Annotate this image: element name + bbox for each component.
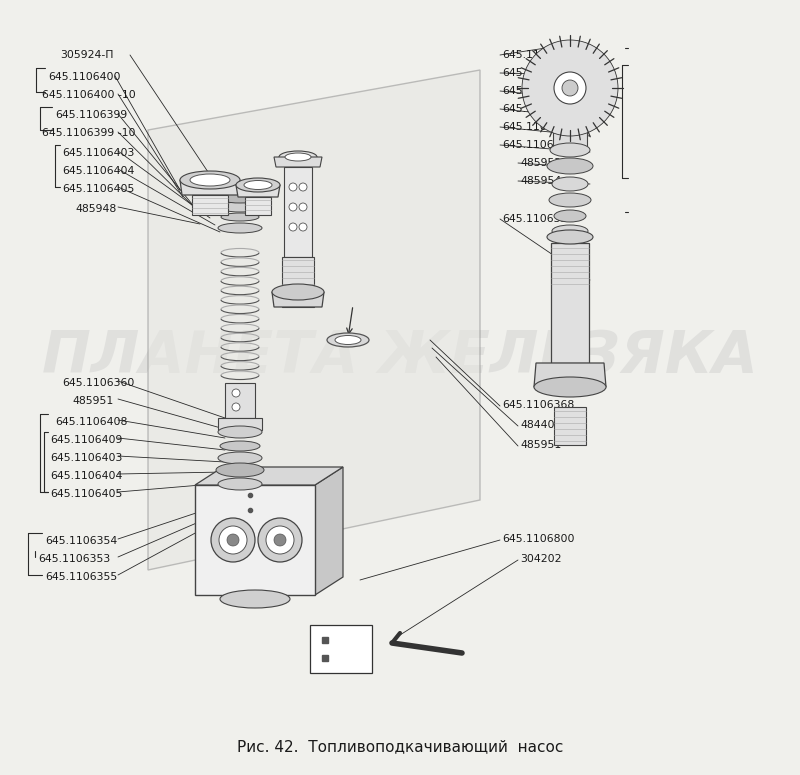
- Text: 645.1106358: 645.1106358: [502, 104, 574, 114]
- Ellipse shape: [550, 143, 590, 157]
- Bar: [245, 197, 271, 215]
- Ellipse shape: [549, 193, 591, 207]
- Ellipse shape: [554, 210, 586, 222]
- Bar: [551, 243, 589, 363]
- Text: Рис. 42.  Топливоподкачивающий  насос: Рис. 42. Топливоподкачивающий насос: [237, 739, 563, 755]
- Ellipse shape: [218, 426, 262, 438]
- Text: 645.1106404: 645.1106404: [50, 471, 122, 481]
- Polygon shape: [148, 70, 480, 570]
- Text: 645.1106400: 645.1106400: [48, 72, 121, 82]
- Bar: [225, 383, 255, 418]
- Bar: [282, 257, 314, 307]
- Text: 645.1106400 -10: 645.1106400 -10: [42, 90, 136, 100]
- Circle shape: [299, 183, 307, 191]
- Ellipse shape: [552, 177, 588, 191]
- Ellipse shape: [272, 284, 324, 300]
- Text: 645.1106380: 645.1106380: [502, 68, 574, 78]
- Circle shape: [522, 40, 618, 136]
- Text: 645.1106405: 645.1106405: [62, 184, 134, 194]
- Ellipse shape: [285, 153, 311, 161]
- Text: 645.1106353: 645.1106353: [38, 554, 110, 564]
- Circle shape: [289, 203, 297, 211]
- Text: 485954: 485954: [520, 176, 562, 186]
- Ellipse shape: [180, 171, 240, 189]
- Ellipse shape: [218, 452, 262, 464]
- Ellipse shape: [279, 151, 317, 163]
- Text: 645.1106404: 645.1106404: [62, 166, 134, 176]
- Text: 645.1106399: 645.1106399: [55, 110, 127, 120]
- Text: 645.1106354: 645.1106354: [45, 536, 118, 546]
- Ellipse shape: [236, 178, 280, 192]
- Bar: [195, 485, 315, 595]
- Ellipse shape: [218, 223, 262, 233]
- Text: 645.1106352: 645.1106352: [502, 50, 574, 60]
- Circle shape: [227, 534, 239, 546]
- Text: 485952: 485952: [520, 158, 562, 168]
- Bar: [553, 124, 587, 152]
- Text: 645.1106355: 645.1106355: [45, 572, 118, 582]
- Text: 645.1106403: 645.1106403: [50, 453, 122, 463]
- Circle shape: [289, 183, 297, 191]
- Ellipse shape: [547, 158, 593, 174]
- Ellipse shape: [218, 202, 262, 212]
- Ellipse shape: [327, 333, 369, 347]
- Text: ПЛАНЕТА ЖЕЛЕЗЯКА: ПЛАНЕТА ЖЕЛЕЗЯКА: [42, 328, 758, 385]
- Text: 485948: 485948: [75, 204, 116, 214]
- Text: 645.1106388: 645.1106388: [502, 122, 574, 132]
- Polygon shape: [272, 292, 324, 307]
- Circle shape: [274, 534, 286, 546]
- Circle shape: [232, 389, 240, 397]
- Text: 645.1106800: 645.1106800: [502, 534, 574, 544]
- Text: 645.1106409: 645.1106409: [50, 435, 122, 445]
- Polygon shape: [236, 185, 280, 197]
- Polygon shape: [180, 180, 240, 195]
- Text: 485951: 485951: [72, 396, 114, 406]
- Ellipse shape: [216, 463, 264, 477]
- Ellipse shape: [220, 590, 290, 608]
- Polygon shape: [534, 363, 606, 387]
- Bar: [554, 407, 586, 445]
- Ellipse shape: [547, 230, 593, 244]
- Bar: [310, 625, 372, 673]
- Bar: [218, 418, 262, 430]
- Circle shape: [258, 518, 302, 562]
- Text: 645.1106360: 645.1106360: [62, 378, 134, 388]
- Text: 645.1106376: 645.1106376: [502, 140, 574, 150]
- Ellipse shape: [215, 191, 265, 203]
- Text: 645.1106408: 645.1106408: [55, 417, 127, 427]
- Circle shape: [299, 223, 307, 231]
- Bar: [192, 195, 228, 215]
- Ellipse shape: [221, 213, 259, 221]
- Ellipse shape: [552, 225, 588, 237]
- Text: 645.1106405: 645.1106405: [50, 489, 122, 499]
- Text: 305924-П: 305924-П: [60, 50, 114, 60]
- Circle shape: [211, 518, 255, 562]
- Ellipse shape: [190, 174, 230, 186]
- Text: 484402: 484402: [520, 420, 562, 430]
- Polygon shape: [315, 467, 343, 595]
- Text: 645.1106403: 645.1106403: [62, 148, 134, 158]
- Text: 645.1106386: 645.1106386: [502, 86, 574, 96]
- Circle shape: [562, 80, 578, 96]
- Bar: [284, 167, 312, 257]
- Circle shape: [554, 72, 586, 104]
- Circle shape: [266, 526, 294, 554]
- Text: 304202: 304202: [520, 554, 562, 564]
- Polygon shape: [274, 157, 322, 167]
- Ellipse shape: [534, 377, 606, 397]
- Text: 645.1106399 -10: 645.1106399 -10: [42, 128, 135, 138]
- Ellipse shape: [220, 441, 260, 451]
- Circle shape: [299, 203, 307, 211]
- Circle shape: [289, 223, 297, 231]
- Ellipse shape: [335, 336, 361, 345]
- Ellipse shape: [244, 181, 272, 190]
- Text: 485951: 485951: [520, 440, 562, 450]
- Circle shape: [232, 403, 240, 411]
- Text: 645.1106356: 645.1106356: [502, 214, 574, 224]
- Circle shape: [219, 526, 247, 554]
- Polygon shape: [195, 467, 343, 485]
- Ellipse shape: [218, 478, 262, 490]
- Text: 645.1106368: 645.1106368: [502, 400, 574, 410]
